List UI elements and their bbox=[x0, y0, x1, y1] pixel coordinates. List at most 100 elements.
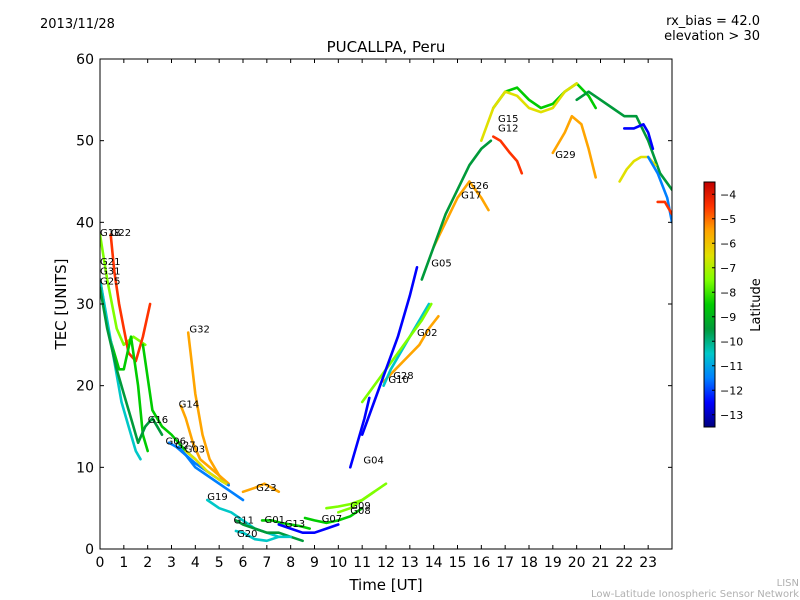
x-tick-label: 12 bbox=[377, 555, 395, 571]
x-tick-label: 21 bbox=[592, 555, 610, 571]
satellite-label-g11: G11 bbox=[234, 516, 254, 527]
satellite-label-g02: G02 bbox=[417, 328, 437, 339]
satellite-label-g25: G25 bbox=[100, 276, 120, 287]
x-tick-label: 23 bbox=[639, 555, 657, 571]
satellite-label-g28: G28 bbox=[393, 371, 413, 382]
satellite-label-g17: G17 bbox=[461, 191, 481, 202]
satellite-label-g09: G09 bbox=[350, 501, 370, 512]
x-tick-label: 14 bbox=[425, 555, 443, 571]
series-g18 bbox=[100, 233, 147, 347]
satellite-label-g19: G19 bbox=[207, 492, 227, 503]
satellite-label-g22: G22 bbox=[111, 228, 131, 239]
series-g17 bbox=[432, 180, 490, 249]
footer-org-full: Low-Latitude Ionospheric Sensor Network bbox=[591, 589, 799, 600]
satellite-label-g16: G16 bbox=[148, 415, 168, 426]
satellite-label-g29: G29 bbox=[555, 150, 575, 161]
colorbar-tick-label: −6 bbox=[720, 237, 736, 250]
satellite-label-g08: G08 bbox=[350, 506, 370, 517]
x-tick-label: 18 bbox=[520, 555, 538, 571]
series-trace-33 bbox=[622, 123, 655, 151]
footer-org-short: LISN bbox=[776, 578, 799, 589]
colorbar-tick-label: −10 bbox=[720, 335, 743, 348]
y-tick-label: 30 bbox=[76, 297, 94, 313]
y-tick-label: 0 bbox=[85, 542, 94, 558]
x-tick-label: 2 bbox=[143, 555, 152, 571]
satellite-label-g03: G03 bbox=[185, 445, 205, 456]
series-g21 bbox=[100, 278, 149, 453]
satellite-label-g04: G04 bbox=[363, 455, 383, 466]
y-tick-label: 60 bbox=[76, 52, 94, 68]
x-axis-label: Time [UT] bbox=[348, 576, 422, 594]
satellite-label-g01: G01 bbox=[265, 515, 285, 526]
series-g01 bbox=[260, 519, 312, 530]
series-trace-31 bbox=[575, 90, 672, 191]
series-g22 bbox=[109, 233, 152, 363]
x-tick-label: 15 bbox=[449, 555, 467, 571]
x-tick-label: 5 bbox=[215, 555, 224, 571]
satellite-label-g31: G31 bbox=[100, 267, 120, 278]
x-tick-label: 9 bbox=[310, 555, 319, 571]
series-g03 bbox=[184, 449, 228, 486]
x-tick-label: 20 bbox=[568, 555, 586, 571]
series-g23 bbox=[241, 482, 281, 494]
series-trace-34 bbox=[646, 155, 672, 224]
y-tick-label: 50 bbox=[76, 134, 94, 150]
rx-bias-label: rx_bias = 42.0 bbox=[666, 14, 760, 29]
series-g27 bbox=[177, 445, 245, 502]
satellite-label-g15: G15 bbox=[498, 114, 518, 125]
series-trace-30 bbox=[479, 82, 579, 142]
chart-title: PUCALLPA, Peru bbox=[327, 38, 446, 56]
colorbar bbox=[703, 181, 716, 428]
colorbar-tick-label: −5 bbox=[720, 213, 736, 226]
satellite-label-g05: G05 bbox=[431, 258, 451, 269]
colorbar-tick-label: −11 bbox=[720, 360, 743, 373]
series-g31 bbox=[100, 278, 142, 461]
satellite-label-g13: G13 bbox=[285, 519, 305, 530]
x-tick-label: 22 bbox=[615, 555, 633, 571]
satellite-label-g20: G20 bbox=[237, 529, 257, 540]
satellite-label-g12: G12 bbox=[498, 124, 518, 135]
satellite-label-g18: G18 bbox=[100, 228, 120, 239]
series-g04 bbox=[348, 396, 371, 469]
colorbar-tick-label: −7 bbox=[720, 262, 736, 275]
series-g08 bbox=[336, 482, 388, 514]
x-tick-label: 13 bbox=[401, 555, 419, 571]
y-tick-label: 10 bbox=[76, 460, 94, 476]
series-g02 bbox=[360, 302, 433, 404]
x-tick-label: 19 bbox=[544, 555, 562, 571]
x-tick-label: 17 bbox=[496, 555, 514, 571]
satellite-label-g26: G26 bbox=[468, 181, 488, 192]
colorbar-tick-label: −13 bbox=[720, 409, 743, 422]
x-tick-label: 4 bbox=[191, 555, 200, 571]
colorbar-tick-label: −8 bbox=[720, 286, 736, 299]
series-g12 bbox=[491, 135, 524, 175]
satellite-label-g07: G07 bbox=[322, 514, 342, 525]
plot-frame bbox=[99, 58, 673, 550]
x-tick-label: 3 bbox=[167, 555, 176, 571]
satellite-label-g23: G23 bbox=[256, 483, 276, 494]
satellite-label-g21: G21 bbox=[100, 257, 120, 268]
series-g15 bbox=[491, 82, 598, 110]
y-tick-label: 40 bbox=[76, 215, 94, 231]
satellite-label-g06: G06 bbox=[166, 437, 186, 448]
series-g13 bbox=[277, 523, 340, 535]
x-tick-label: 8 bbox=[286, 555, 295, 571]
x-tick-label: 1 bbox=[119, 555, 128, 571]
elevation-label: elevation > 30 bbox=[664, 29, 760, 44]
series-g26 bbox=[420, 139, 493, 281]
date-label: 2013/11/28 bbox=[40, 17, 115, 32]
colorbar-tick-label: −4 bbox=[720, 188, 736, 201]
colorbar-tick-label: −12 bbox=[720, 384, 743, 397]
y-axis-label: TEC [UNITS] bbox=[52, 259, 70, 351]
colorbar-tick-label: −9 bbox=[720, 311, 736, 324]
series-g28 bbox=[382, 314, 440, 383]
x-tick-label: 7 bbox=[262, 555, 271, 571]
x-tick-label: 6 bbox=[239, 555, 248, 571]
y-tick-label: 20 bbox=[76, 379, 94, 395]
x-tick-label: 11 bbox=[353, 555, 371, 571]
x-tick-label: 10 bbox=[329, 555, 347, 571]
series-g07 bbox=[303, 506, 364, 525]
series-trace-35 bbox=[656, 200, 672, 216]
